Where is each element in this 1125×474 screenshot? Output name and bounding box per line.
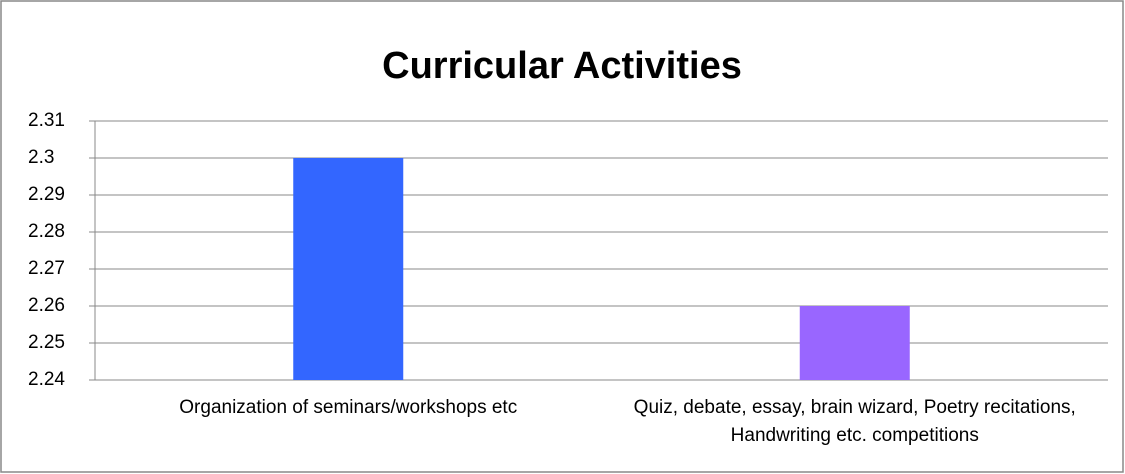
- y-tick-label: 2.26: [28, 295, 65, 316]
- bar: [293, 158, 404, 380]
- bar: [799, 306, 910, 380]
- chart-title: Curricular Activities: [382, 45, 742, 87]
- y-tick-label: 2.24: [28, 369, 65, 390]
- y-tick-label: 2.29: [28, 184, 65, 205]
- y-tick-label: 2.3: [28, 147, 54, 168]
- y-tick-label: 2.28: [28, 221, 65, 242]
- y-tick-label: 2.25: [28, 332, 65, 353]
- y-tick-label: 2.31: [28, 110, 65, 131]
- x-tick-label: Quiz, debate, essay, brain wizard, Poetr…: [633, 397, 1076, 446]
- y-tick-label: 2.27: [28, 258, 65, 279]
- x-tick-label: Organization of seminars/workshops etc: [179, 397, 518, 418]
